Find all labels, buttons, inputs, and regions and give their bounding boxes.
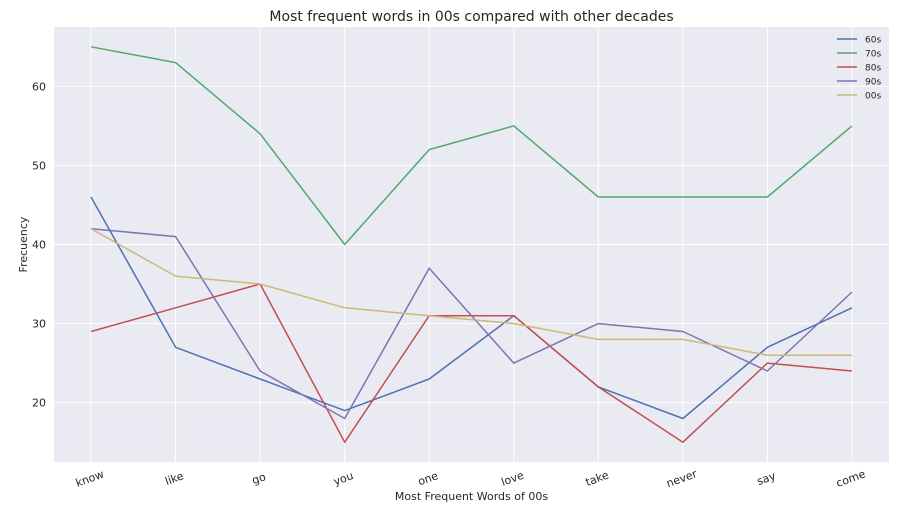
y-tick-label: 30 [32, 318, 46, 331]
y-tick-label: 40 [32, 239, 46, 252]
y-tick-label: 60 [32, 80, 46, 93]
x-tick-label-know: know [74, 468, 106, 490]
x-tick-label-come: come [834, 467, 867, 490]
x-tick-label-never: never [665, 467, 700, 490]
x-tick-labels: know like go you one love take never say come [74, 467, 868, 490]
series-line-00s [90, 228, 852, 356]
series-line-70s [90, 46, 853, 246]
x-axis-label: Most Frequent Words of 00s [395, 490, 548, 503]
x-tick-label-love: love [500, 469, 526, 489]
x-tick-label-say: say [755, 469, 778, 488]
series-lines [90, 46, 853, 443]
legend-label-00s: 00s [865, 92, 881, 102]
x-tick-label-go: go [250, 470, 268, 487]
x-tick-label-like: like [163, 469, 185, 488]
series-line-60s [90, 196, 853, 420]
x-tick-label-one: one [416, 469, 440, 488]
legend: 60s 70s 80s 90s 00s [837, 36, 881, 102]
y-tick-labels: 20 30 40 50 60 [32, 80, 46, 409]
legend-label-80s: 80s [865, 64, 881, 74]
x-tick-label-you: you [332, 469, 355, 488]
x-tick-label-take: take [584, 468, 611, 488]
y-tick-label: 50 [32, 159, 46, 172]
y-tick-label: 20 [32, 397, 46, 410]
legend-label-90s: 90s [865, 78, 881, 88]
series-line-90s [90, 227, 853, 420]
chart-title: Most frequent words in 00s compared with… [269, 9, 673, 25]
y-axis-label: Frecuency [17, 216, 30, 272]
legend-label-70s: 70s [865, 50, 881, 60]
legend-label-60s: 60s [865, 36, 881, 46]
grid-lines [54, 27, 889, 462]
